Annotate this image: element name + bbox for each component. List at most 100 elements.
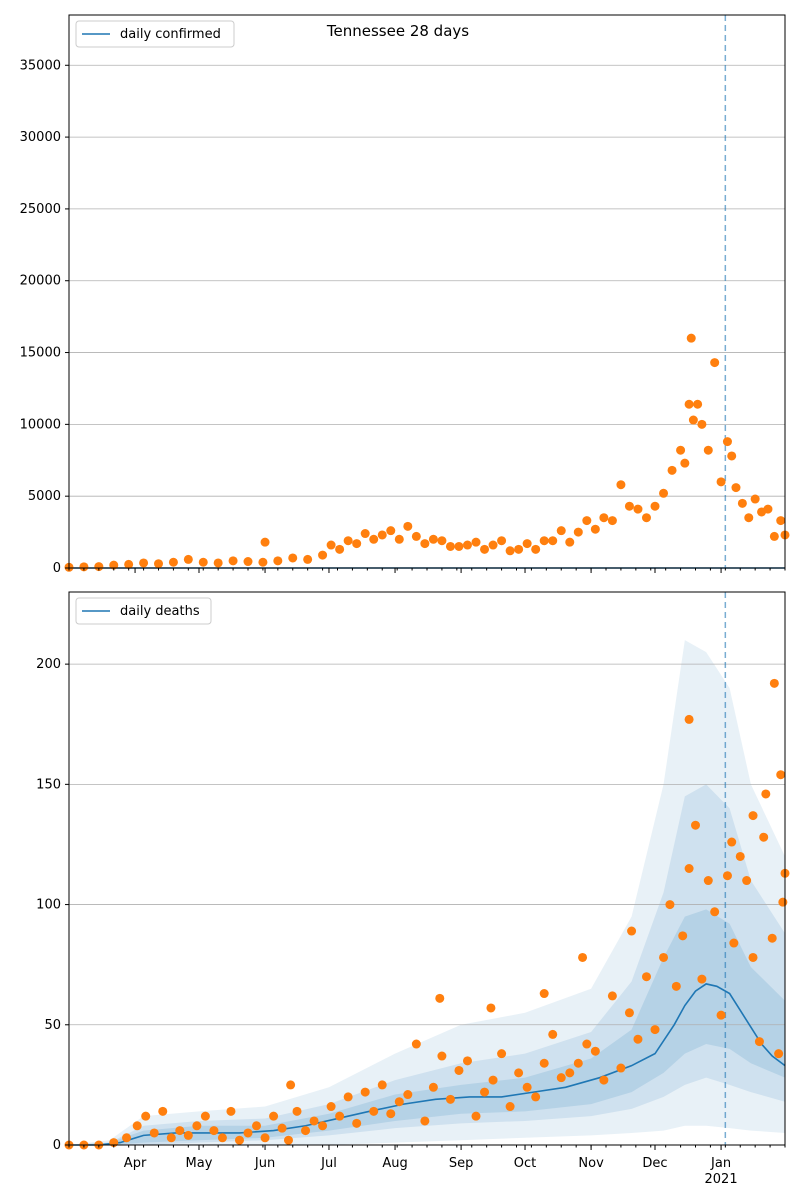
data-point — [505, 1102, 515, 1112]
data-point — [462, 540, 472, 550]
data-point — [486, 1003, 496, 1013]
data-point — [650, 1025, 660, 1035]
data-point — [94, 562, 104, 572]
data-point — [727, 837, 737, 847]
data-point — [722, 437, 732, 447]
data-point — [132, 1121, 142, 1131]
x-tick-label: Jul — [320, 1156, 337, 1171]
x-tick-label: Jun — [254, 1156, 275, 1171]
data-point — [744, 513, 754, 523]
data-point — [624, 1008, 634, 1018]
data-point — [729, 938, 739, 948]
data-point — [318, 1121, 328, 1131]
data-point — [703, 876, 713, 886]
y-tick-label: 100 — [36, 898, 61, 913]
data-point — [109, 560, 119, 570]
data-point — [139, 558, 149, 568]
y-tick-label: 15000 — [20, 346, 61, 361]
data-point — [301, 1126, 311, 1136]
deaths-panel: 0 50 100 150 200 Apr May Jun Jul Aug Sep Oct Nov Dec… — [36, 591, 790, 1187]
data-point — [243, 557, 253, 567]
data-point — [678, 931, 688, 941]
x-tick-label: May — [186, 1156, 213, 1171]
data-point — [288, 553, 298, 563]
confirmed-legend-label: daily confirmed — [120, 27, 221, 42]
x-year-label: 2021 — [705, 1172, 738, 1187]
data-point — [428, 534, 438, 544]
data-point — [192, 1121, 202, 1131]
confirmed-legend: daily confirmed — [75, 20, 235, 48]
data-point — [607, 991, 617, 1001]
data-point — [488, 540, 498, 550]
y-tick-label: 0 — [53, 1138, 61, 1153]
data-point — [471, 537, 481, 547]
data-point — [641, 513, 651, 523]
data-point — [420, 1116, 430, 1126]
data-point — [462, 1056, 472, 1066]
y-tick-label: 5000 — [28, 489, 61, 504]
y-tick-label: 50 — [44, 1018, 61, 1033]
data-point — [209, 1126, 219, 1136]
data-point — [573, 1058, 583, 1068]
x-tick-label: Apr — [124, 1156, 147, 1171]
data-point — [767, 933, 777, 943]
data-point — [403, 1090, 413, 1100]
x-tick-label: Jan — [710, 1156, 731, 1171]
data-point — [183, 1130, 193, 1140]
data-point — [386, 1109, 396, 1119]
data-point — [166, 1133, 176, 1143]
data-point — [599, 1075, 609, 1085]
data-point — [158, 1106, 168, 1116]
data-point — [154, 559, 163, 569]
deaths-legend-box — [75, 597, 212, 625]
data-point — [641, 972, 651, 982]
data-point — [633, 1034, 643, 1044]
data-point — [377, 530, 387, 540]
data-point — [175, 1126, 185, 1136]
data-point — [394, 1097, 404, 1107]
x-tick-label: Nov — [578, 1156, 604, 1171]
data-point — [697, 419, 707, 429]
deaths-lines — [69, 592, 786, 1146]
data-point — [735, 851, 745, 861]
data-point — [769, 678, 779, 688]
data-point — [578, 952, 588, 962]
data-point — [750, 494, 760, 504]
data-point — [710, 358, 720, 368]
data-point — [428, 1082, 438, 1092]
band-outer — [69, 640, 785, 1145]
data-point — [548, 536, 558, 546]
data-point — [761, 789, 771, 799]
data-point — [200, 1111, 210, 1121]
data-point — [703, 445, 713, 455]
data-point — [665, 900, 675, 910]
data-point — [480, 1087, 490, 1097]
data-point — [273, 556, 283, 566]
data-point — [522, 1082, 532, 1092]
data-point — [633, 504, 643, 514]
confirmed-grid — [69, 64, 785, 497]
data-point — [124, 559, 134, 569]
x-tick-label: Dec — [642, 1156, 667, 1171]
data-point — [650, 501, 660, 511]
data-point — [688, 415, 698, 425]
confirmed-points — [64, 333, 790, 572]
y-tick-label: 20000 — [20, 274, 61, 289]
data-point — [252, 1121, 262, 1131]
data-point — [445, 541, 455, 551]
data-point — [480, 544, 490, 554]
data-point — [686, 333, 696, 343]
data-point — [573, 527, 583, 537]
data-point — [497, 1049, 507, 1059]
data-point — [590, 1046, 600, 1056]
data-point — [722, 871, 732, 881]
data-point — [754, 1037, 764, 1047]
deaths-bands — [69, 640, 785, 1145]
data-point — [122, 1133, 132, 1143]
data-point — [710, 907, 720, 917]
data-point — [360, 529, 370, 539]
data-point — [213, 558, 223, 568]
data-point — [435, 993, 445, 1003]
